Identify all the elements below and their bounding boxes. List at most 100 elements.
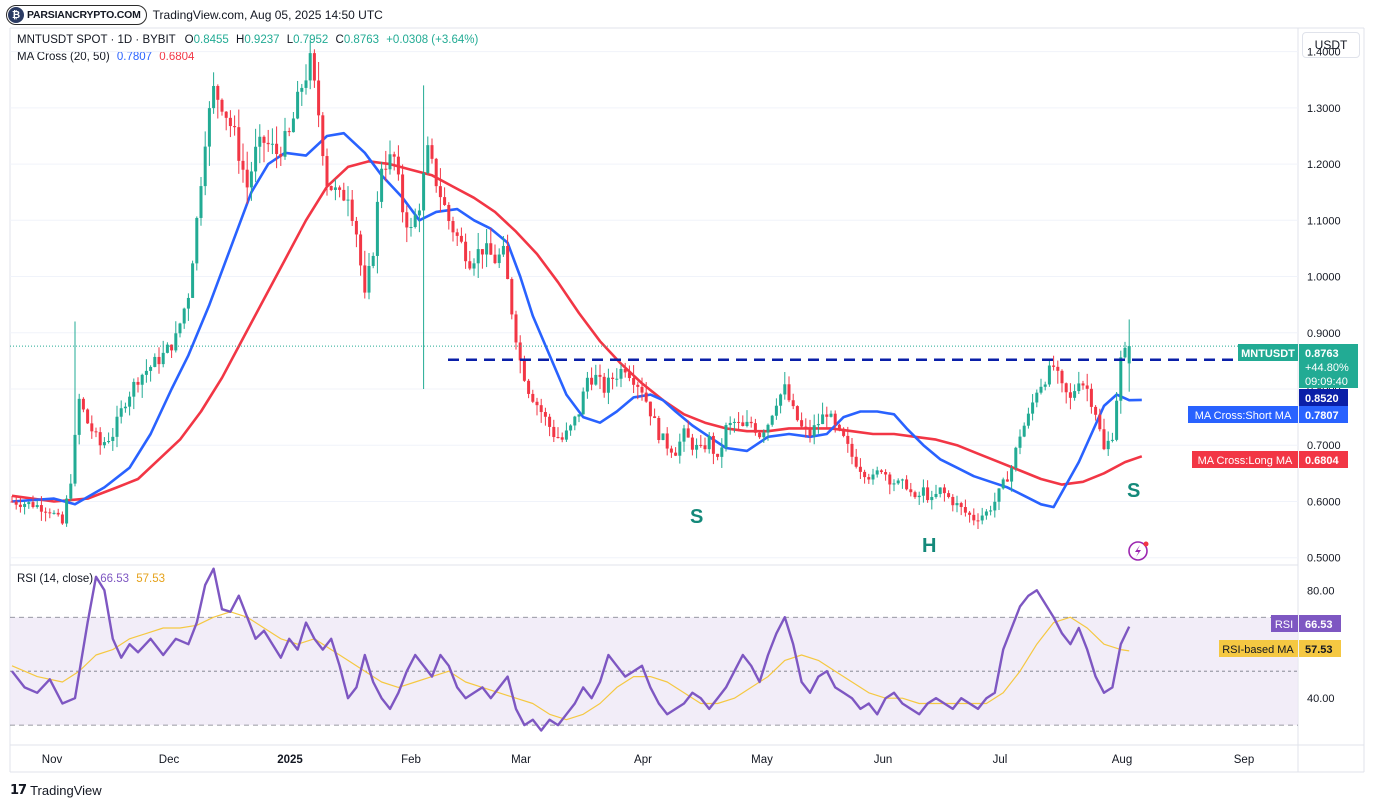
annotation-head: H bbox=[922, 535, 936, 557]
candle-body bbox=[560, 437, 564, 440]
candle-body bbox=[623, 368, 627, 373]
candle-body bbox=[1031, 402, 1035, 414]
candle-body bbox=[291, 118, 295, 133]
candle-body bbox=[556, 437, 560, 439]
candle-body bbox=[472, 263, 476, 269]
candle-body bbox=[766, 424, 770, 433]
time-tick-label: Nov bbox=[42, 754, 63, 766]
rsi-line bbox=[11, 567, 1131, 732]
candle-body bbox=[611, 377, 615, 379]
candle-body bbox=[900, 479, 904, 481]
candle-body bbox=[833, 413, 837, 425]
time-tick-label: Mar bbox=[511, 754, 531, 766]
candle-body bbox=[1085, 385, 1089, 389]
price-tick-label: 1.0000 bbox=[1307, 272, 1341, 284]
long-ma-layer bbox=[11, 160, 1143, 503]
candle-body bbox=[808, 427, 812, 436]
rsi-ma-tag-label: RSI-based MA bbox=[1222, 644, 1294, 656]
candle-body bbox=[879, 470, 883, 473]
candle-body bbox=[581, 391, 585, 415]
price-tick-label: 1.2000 bbox=[1307, 159, 1341, 171]
candle-body bbox=[94, 431, 98, 433]
candle-body bbox=[636, 384, 640, 387]
long-ma-tag: MA Cross:Long MA 0.6804 bbox=[1192, 451, 1348, 468]
candle-body bbox=[115, 416, 119, 437]
candle-body bbox=[371, 255, 375, 266]
candle-body bbox=[350, 199, 354, 221]
candle-body bbox=[737, 421, 741, 423]
candle-body bbox=[1094, 406, 1098, 415]
candle-body bbox=[627, 372, 631, 379]
candle-body bbox=[804, 426, 808, 428]
candle-body bbox=[1047, 365, 1051, 385]
candle-body bbox=[1098, 414, 1102, 430]
candle-body bbox=[552, 426, 556, 438]
source-timestamp: TradingView.com, Aug 05, 2025 14:50 UTC bbox=[152, 8, 383, 22]
candle-body bbox=[73, 434, 77, 484]
candle-body bbox=[602, 376, 606, 393]
candle-body bbox=[585, 377, 589, 392]
candle-body bbox=[951, 496, 955, 506]
candle-body bbox=[321, 115, 325, 157]
candle-body bbox=[132, 381, 136, 397]
lightning-icon[interactable] bbox=[1128, 541, 1149, 561]
candle-body bbox=[296, 91, 300, 119]
currency-button[interactable]: USDT bbox=[1302, 32, 1360, 58]
rsi-title[interactable]: RSI (14, close) bbox=[17, 573, 94, 585]
symbol-title[interactable]: MNTUSDT SPOT · 1D · BYBIT bbox=[17, 34, 176, 46]
candle-body bbox=[430, 145, 434, 159]
candle-body bbox=[149, 366, 153, 371]
candle-body bbox=[52, 512, 56, 514]
candle-body bbox=[270, 143, 274, 145]
candle-body bbox=[892, 483, 896, 485]
candle-body bbox=[228, 117, 232, 127]
candle-body bbox=[346, 199, 350, 201]
candle-body bbox=[884, 472, 888, 475]
candle-body bbox=[800, 420, 804, 427]
candle-body bbox=[1056, 366, 1060, 371]
candle-body bbox=[476, 249, 480, 264]
candle-body bbox=[640, 386, 644, 393]
candle-body bbox=[65, 498, 69, 524]
symbol-legend: MNTUSDT SPOT · 1D · BYBIT O0.8455 H0.923… bbox=[17, 34, 478, 46]
candle-body bbox=[606, 377, 610, 393]
candle-body bbox=[989, 510, 993, 512]
candle-body bbox=[858, 466, 862, 472]
time-tick-label: 2025 bbox=[277, 754, 303, 766]
close-label: C bbox=[335, 34, 344, 46]
candle-body bbox=[422, 172, 426, 211]
high-value: 0.9237 bbox=[244, 34, 280, 46]
price-tick-label: 0.5000 bbox=[1307, 553, 1341, 565]
candle-body bbox=[1035, 392, 1039, 403]
time-tick-label: Jul bbox=[993, 754, 1008, 766]
candle-body bbox=[333, 187, 337, 190]
candle-body bbox=[48, 512, 52, 514]
annotation-right-shoulder: S bbox=[1127, 480, 1140, 502]
time-tick-label: Jun bbox=[874, 754, 893, 766]
last-price-tag: MNTUSDT 0.8763 +44.80% 09:09:40 bbox=[1238, 344, 1358, 388]
footer-brand[interactable]: 𝟭𝟳 TradingView bbox=[10, 782, 102, 798]
candle-body bbox=[934, 493, 938, 497]
candle-body bbox=[123, 406, 127, 409]
last-price-value: 0.8763 bbox=[1305, 348, 1339, 360]
chart-header: ₿ PARSIANCRYPTO.COM TradingView.com, Aug… bbox=[6, 4, 383, 26]
candle-body bbox=[23, 504, 27, 507]
candle-body bbox=[724, 425, 728, 448]
candle-body bbox=[1018, 436, 1022, 448]
long-ma-line bbox=[11, 160, 1143, 503]
logo-text: PARSIANCRYPTO.COM bbox=[27, 9, 141, 21]
candle-body bbox=[90, 423, 94, 432]
candle-body bbox=[1010, 468, 1014, 482]
candle-body bbox=[140, 374, 144, 385]
candle-body bbox=[867, 477, 871, 480]
time-tick-label: May bbox=[751, 754, 773, 766]
candle-body bbox=[1026, 413, 1030, 426]
candle-body bbox=[674, 452, 678, 456]
candle-body bbox=[396, 156, 400, 175]
candle-body bbox=[980, 515, 984, 521]
candle-body bbox=[258, 136, 262, 147]
candle-body bbox=[136, 381, 140, 385]
candle-body bbox=[459, 235, 463, 242]
ma-indicator-title[interactable]: MA Cross (20, 50) bbox=[17, 51, 110, 63]
